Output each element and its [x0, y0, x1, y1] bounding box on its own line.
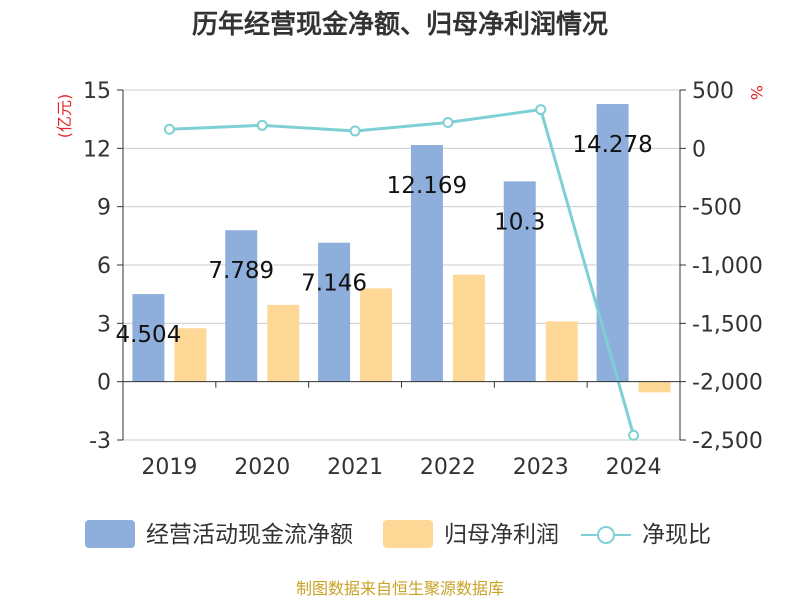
legend-label-profit: 归母净利润 [444, 522, 559, 548]
ratio-line [163, 104, 640, 441]
data-label-cash-2020: 7.789 [208, 258, 274, 284]
bar-cash-2022 [410, 145, 443, 382]
ratio-line-path [169, 107, 636, 436]
bars [132, 104, 671, 393]
ratio-point-2022 [442, 117, 454, 129]
bar-cash-2023 [503, 181, 536, 382]
y-right-tick-label: 0 [692, 137, 706, 162]
chart-title: 历年经营现金净额、归母净利润情况 [192, 9, 608, 40]
x-tick-label: 2020 [234, 455, 290, 480]
bar-cash-2024 [596, 104, 629, 382]
data-label-cash-2024: 14.278 [572, 132, 652, 158]
bar-profit-2023 [545, 321, 578, 382]
bar-cash-2020 [225, 230, 258, 382]
ratio-point-2024 [628, 429, 640, 441]
data-labels: 4.504 7.789 7.146 12.169 10.3 14.278 [115, 132, 652, 348]
y-left-tick-label: 15 [83, 79, 111, 104]
source-note: 制图数据来自恒生聚源数据库 [296, 579, 504, 598]
ratio-point-2021 [349, 125, 361, 137]
bar-cash-2019 [132, 294, 165, 382]
y-left-tick-label: 3 [97, 312, 111, 337]
y-left-tick-label: 12 [83, 137, 111, 162]
bar-profit-2024 [638, 381, 671, 393]
y-right-tick-label: -500 [692, 196, 742, 221]
y-left-tick-label: -3 [89, 429, 111, 454]
legend: 经营活动现金流净额 归母净利润 净现比 [85, 520, 711, 548]
y-right-tick-label: -2,000 [692, 371, 763, 396]
legend-swatch-cash [85, 520, 135, 548]
y-left-tick-label: 6 [97, 254, 111, 279]
y-right-unit: % [747, 85, 766, 100]
legend-item-profit[interactable]: 归母净利润 [383, 520, 559, 548]
grid-lines [123, 89, 680, 441]
legend-swatch-profit [383, 520, 433, 548]
y-left-unit: (亿元) [55, 94, 74, 139]
legend-label-ratio: 净现比 [642, 522, 711, 548]
legend-marker-ratio [597, 526, 615, 544]
bar-cash-2021 [318, 242, 351, 382]
legend-item-cash[interactable]: 经营活动现金流净额 [85, 520, 353, 548]
data-label-cash-2019: 4.504 [115, 322, 181, 348]
ratio-point-2020 [256, 119, 268, 131]
data-label-cash-2022: 12.169 [387, 173, 467, 199]
y-right-tick-label: -1,500 [692, 312, 763, 337]
ratio-point-2019 [163, 123, 175, 135]
y-left-tick-label: 9 [97, 196, 111, 221]
x-tick-label: 2019 [141, 455, 197, 480]
x-tick-label: 2021 [327, 455, 383, 480]
axes: -3 0 3 6 9 12 15 -2,500 -2,000 -1,500 -1,000 -500 0 5… [83, 79, 763, 480]
legend-label-cash: 经营活动现金流净额 [146, 522, 353, 548]
y-left-tick-label: 0 [97, 371, 111, 396]
x-tick-label: 2024 [606, 455, 662, 480]
legend-item-ratio[interactable]: 净现比 [581, 522, 711, 548]
data-label-cash-2023: 10.3 [494, 209, 545, 235]
bar-profit-2022 [452, 274, 485, 382]
x-tick-label: 2022 [420, 455, 476, 480]
x-tick-label: 2023 [513, 455, 569, 480]
bar-profit-2021 [360, 288, 393, 382]
y-right-tick-label: -2,500 [692, 429, 763, 454]
bar-profit-2019 [174, 328, 207, 382]
ratio-point-2023 [535, 104, 547, 116]
data-label-cash-2021: 7.146 [301, 271, 367, 297]
y-right-tick-label: -1,000 [692, 254, 763, 279]
y-right-tick-label: 500 [692, 79, 734, 104]
bar-profit-2020 [267, 304, 300, 382]
